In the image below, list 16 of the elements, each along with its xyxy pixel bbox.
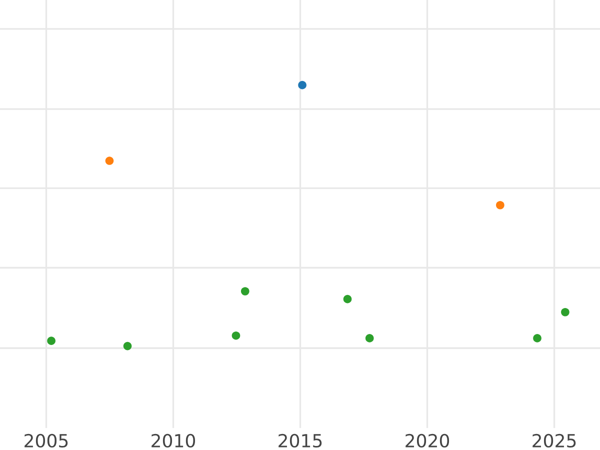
point (365, 334, 374, 342)
point (47, 336, 56, 345)
point (240, 287, 250, 296)
x-tick-label: 2010 (152, 434, 196, 448)
x-tick-label: 2005 (24, 434, 68, 448)
point (298, 80, 306, 90)
point (232, 331, 240, 340)
point (343, 294, 352, 304)
x-tick-label: 2020 (406, 434, 450, 448)
x-tick-label: 2025 (532, 434, 576, 448)
point (496, 200, 504, 210)
point (533, 334, 542, 342)
point (123, 342, 132, 350)
x-tick-label: 2015 (278, 434, 322, 448)
point (105, 156, 114, 165)
point (561, 308, 570, 316)
